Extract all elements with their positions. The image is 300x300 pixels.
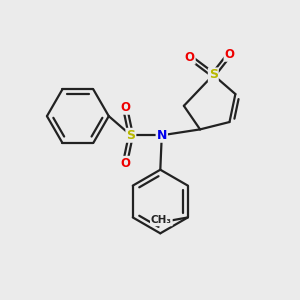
Text: O: O — [120, 101, 130, 114]
Text: O: O — [224, 48, 235, 61]
Text: N: N — [157, 129, 167, 142]
Text: O: O — [185, 51, 195, 64]
Text: S: S — [209, 68, 218, 81]
Text: O: O — [120, 157, 130, 170]
Text: S: S — [126, 129, 135, 142]
Text: CH₃: CH₃ — [151, 215, 172, 225]
